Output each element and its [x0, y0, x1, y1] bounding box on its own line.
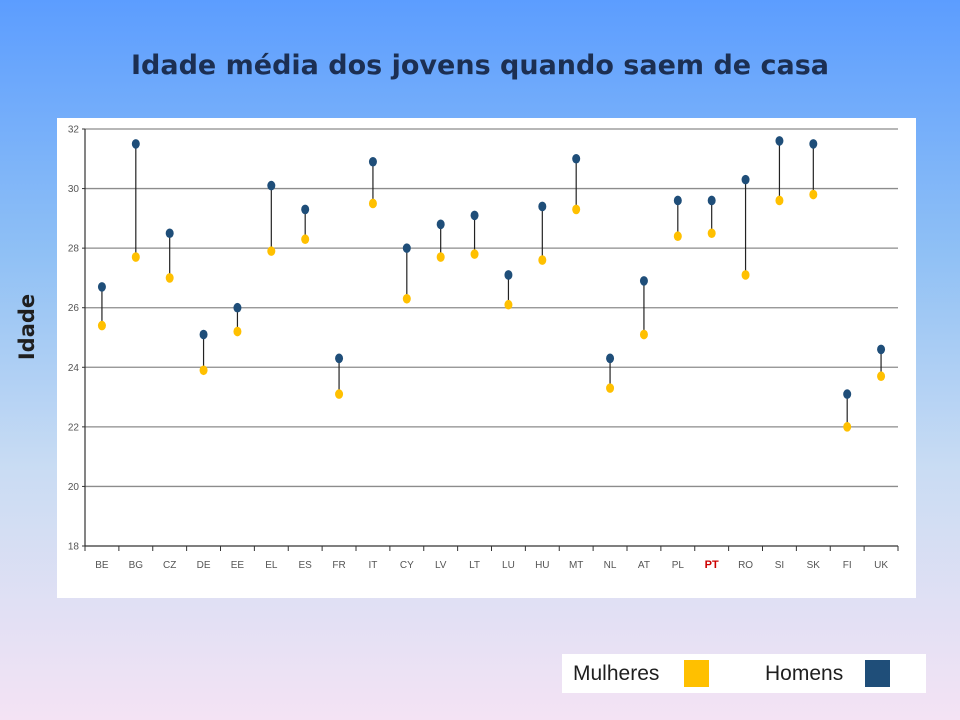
point-homens: [673, 195, 682, 206]
point-homens: [335, 353, 344, 364]
point-mulheres: [436, 252, 445, 262]
point-homens: [436, 219, 445, 230]
point-homens: [877, 344, 886, 355]
x-tick-label: FR: [332, 560, 345, 571]
point-homens: [165, 228, 174, 239]
legend-men-label: Homens: [765, 662, 844, 685]
point-homens: [809, 139, 818, 149]
point-mulheres: [402, 293, 411, 304]
point-mulheres: [775, 195, 784, 206]
point-mulheres: [707, 228, 716, 239]
point-mulheres: [538, 255, 547, 265]
legend-men-swatch: [865, 660, 890, 687]
point-homens: [233, 302, 242, 313]
point-mulheres: [335, 389, 344, 399]
y-tick-label: 24: [68, 363, 80, 374]
point-homens: [301, 204, 310, 215]
legend-women-label: Mulheres: [573, 662, 660, 685]
x-tick-label: MT: [569, 560, 583, 571]
point-mulheres: [809, 189, 818, 200]
point-mulheres: [843, 422, 852, 432]
x-tick-label: HU: [535, 560, 549, 571]
point-mulheres: [131, 252, 140, 262]
point-homens: [538, 201, 547, 212]
x-tick-label: UK: [874, 560, 888, 571]
point-mulheres: [368, 198, 377, 209]
legend: Mulheres Homens: [562, 654, 926, 693]
y-tick-label: 30: [68, 184, 80, 195]
legend-women-swatch: [684, 660, 709, 687]
x-tick-label: LU: [502, 560, 515, 571]
point-homens: [368, 156, 377, 167]
point-mulheres: [199, 365, 208, 376]
slide-title: Idade média dos jovens quando saem de ca…: [131, 50, 829, 81]
x-tick-label: CZ: [163, 560, 176, 571]
point-mulheres: [97, 320, 106, 331]
x-tick-label: IT: [368, 560, 377, 571]
point-mulheres: [267, 246, 276, 256]
point-homens: [741, 174, 750, 185]
x-tick-label: SI: [775, 560, 784, 571]
y-axis-label: Idade: [15, 293, 39, 361]
point-mulheres: [301, 234, 310, 245]
y-tick-label: 28: [68, 244, 80, 255]
x-tick-label: CY: [400, 560, 414, 571]
y-tick-label: 26: [68, 303, 80, 314]
point-mulheres: [572, 204, 581, 215]
point-homens: [267, 180, 276, 191]
point-homens: [707, 195, 716, 206]
x-tick-label: LT: [469, 560, 480, 571]
x-tick-label: NL: [604, 560, 617, 571]
point-homens: [572, 153, 581, 164]
x-tick-label: BE: [95, 560, 109, 571]
x-tick-label: SK: [807, 560, 821, 571]
dumbbell-chart: 18 20 22 24 26 28 30 32 BE BG CZ DE EE EL ES FR IT CY LV LT…: [68, 125, 899, 571]
x-tick-label: PL: [672, 560, 685, 571]
y-tick-label: 18: [68, 542, 80, 553]
x-tick-label: DE: [197, 560, 211, 571]
point-homens: [199, 329, 208, 340]
x-tick-label: RO: [738, 560, 753, 571]
point-homens: [504, 270, 513, 280]
point-homens: [606, 353, 615, 364]
point-mulheres: [606, 383, 615, 393]
point-homens: [639, 276, 648, 286]
point-mulheres: [673, 231, 682, 242]
y-tick-label: 20: [68, 482, 80, 493]
x-tick-label: ES: [299, 560, 313, 571]
point-homens: [402, 243, 411, 253]
point-homens: [470, 210, 479, 221]
y-tick-label: 32: [68, 125, 80, 136]
point-mulheres: [470, 249, 479, 259]
point-homens: [775, 136, 784, 146]
y-tick-label: 22: [68, 422, 80, 433]
x-tick-label: EL: [265, 560, 278, 571]
x-tick-label: BG: [129, 560, 144, 571]
x-tick-label: PT: [705, 559, 719, 571]
point-mulheres: [877, 371, 886, 382]
point-mulheres: [741, 270, 750, 280]
point-mulheres: [233, 326, 242, 337]
x-tick-label: AT: [638, 560, 650, 571]
point-mulheres: [165, 273, 174, 283]
point-mulheres: [504, 299, 513, 310]
x-tick-label: LV: [435, 560, 447, 571]
point-homens: [843, 389, 852, 399]
x-tick-label: FI: [843, 560, 852, 571]
point-homens: [97, 282, 106, 292]
point-mulheres: [639, 329, 648, 340]
chart-panel: 18 20 22 24 26 28 30 32 BE BG CZ DE EE EL ES FR IT CY LV LT…: [57, 118, 916, 598]
point-homens: [131, 139, 140, 149]
x-tick-label: EE: [231, 560, 245, 571]
